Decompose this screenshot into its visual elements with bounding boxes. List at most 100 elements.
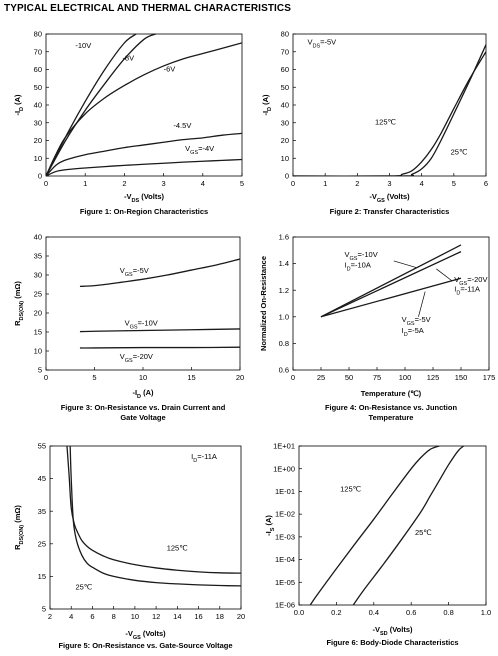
fig6-xtick-label: 0.4 xyxy=(369,608,379,617)
fig3-ytick-label: 5 xyxy=(38,366,42,375)
fig4-ytick-label: 0.8 xyxy=(279,339,289,348)
fig3-series-line-1 xyxy=(79,328,240,333)
fig2-ytick-label: 50 xyxy=(281,83,289,92)
fig3-ytick-label: 35 xyxy=(34,252,42,261)
fig5-y-axis-label: RDS(ON) (mΩ) xyxy=(13,505,25,550)
fig4-pointer-20v xyxy=(436,268,453,282)
fig5-series-line-0 xyxy=(66,446,241,574)
fig2-ytick-label: 70 xyxy=(281,47,289,56)
fig4-pointer-10v xyxy=(393,260,417,268)
fig1-caption: Figure 1: On-Region Characteristics xyxy=(80,207,208,216)
fig5-caption: Figure 5: On-Resistance vs. Gate-Source … xyxy=(58,641,232,650)
fig6-series-line-1 xyxy=(352,446,464,605)
fig6-ytick-label: 1E+00 xyxy=(273,464,295,473)
fig2-xtick-label: 6 xyxy=(484,179,488,188)
fig1-ytick-label: 0 xyxy=(38,172,42,181)
fig5-xtick-label: 16 xyxy=(194,612,202,621)
fig5-xtick-label: 10 xyxy=(131,612,139,621)
fig1-annotation: -8V xyxy=(122,54,134,63)
fig4-series-line-0 xyxy=(320,244,462,318)
fig6-ytick-label: 1E-05 xyxy=(275,578,295,587)
fig5-annotation: 125℃ xyxy=(167,543,189,552)
fig5-xtick-label: 4 xyxy=(69,612,73,621)
fig1-annotation: -10V xyxy=(75,41,91,50)
fig1-ytick-label: 10 xyxy=(34,154,42,163)
fig2-y-axis-label: -ID (A) xyxy=(261,94,273,116)
fig3-x-axis-label: -ID (A) xyxy=(132,388,154,400)
fig1-xtick-label: 4 xyxy=(201,179,205,188)
fig6-xtick-label: 0.8 xyxy=(443,608,453,617)
fig4-ytick-label: 0.6 xyxy=(279,366,289,375)
fig4-pointer-5v xyxy=(418,291,426,317)
fig1-ytick-label: 40 xyxy=(34,101,42,110)
fig2-chart: 0 1 2 3 4 5 601020304050607080VDS=-5V125℃25℃-V… xyxy=(261,30,488,216)
fig2-ytick-label: 40 xyxy=(281,101,289,110)
fig1-plot-frame xyxy=(45,33,243,177)
fig5-series-line-1 xyxy=(69,446,241,587)
fig1-x-axis-label: -VDS (Volts) xyxy=(124,192,165,204)
fig1-ytick-label: 50 xyxy=(34,83,42,92)
fig3-caption-line2: Gate Voltage xyxy=(120,413,165,422)
fig1-xtick-label: 2 xyxy=(122,179,126,188)
fig1-series-line-4 xyxy=(46,158,242,176)
fig2-ytick-label: 0 xyxy=(285,172,289,181)
fig1-annotation: -6V xyxy=(164,64,176,73)
fig4-xtick-label: 150 xyxy=(455,373,468,382)
fig1-xtick-label: 0 xyxy=(44,179,48,188)
fig4-ytick-label: 1.2 xyxy=(279,286,289,295)
fig4-annotation: VGS=-20V xyxy=(454,275,487,287)
fig3-xtick-label: 0 xyxy=(44,373,48,382)
fig5-ytick-label: 25 xyxy=(38,539,46,548)
fig3-xtick-label: 5 xyxy=(92,373,96,382)
fig1-series-line-2 xyxy=(46,42,242,176)
fig6-x-axis-label: -VSD (Volts) xyxy=(373,625,414,637)
fig5-x-axis-label: -VGS (Volts) xyxy=(125,629,166,641)
fig3-ytick-label: 15 xyxy=(34,328,42,337)
fig1-ytick-label: 30 xyxy=(34,118,42,127)
fig6-ytick-label: 1E-06 xyxy=(275,601,295,610)
fig3-series-line-2 xyxy=(79,346,240,349)
fig2-xtick-label: 3 xyxy=(387,179,391,188)
fig1-series-line-3 xyxy=(46,132,242,176)
fig4-xtick-label: 75 xyxy=(373,373,381,382)
fig1-series-line-1 xyxy=(46,34,157,176)
fig4-xtick-label: 50 xyxy=(345,373,353,382)
fig2-series-line-0 xyxy=(293,51,486,176)
fig3-y-axis-label: RDS(ON) (mΩ) xyxy=(13,281,25,326)
fig2-xtick-label: 2 xyxy=(355,179,359,188)
fig2-xtick-label: 4 xyxy=(420,179,424,188)
fig6-ytick-label: 1E-01 xyxy=(275,487,295,496)
fig5-xtick-label: 8 xyxy=(112,612,116,621)
fig1-ytick-label: 20 xyxy=(34,136,42,145)
fig2-annotation: 125℃ xyxy=(375,118,397,127)
fig6-ytick-label: 1E+01 xyxy=(273,442,295,451)
fig3-annotation: VGS=-5V xyxy=(120,266,149,278)
fig4-xtick-label: 0 xyxy=(291,373,295,382)
fig6-series-line-0 xyxy=(309,446,440,605)
fig5-xtick-label: 18 xyxy=(216,612,224,621)
fig6-xtick-label: 1.0 xyxy=(481,608,491,617)
fig4-ytick-label: 1.6 xyxy=(279,233,289,242)
fig2-ytick-label: 80 xyxy=(281,30,289,39)
fig2-xtick-label: 0 xyxy=(291,179,295,188)
fig4-annotation: VGS=-10V xyxy=(345,250,378,262)
fig1-ytick-label: 70 xyxy=(34,47,42,56)
fig6-xtick-label: 0.0 xyxy=(294,608,304,617)
fig5-xtick-label: 20 xyxy=(237,612,245,621)
fig5-xtick-label: 2 xyxy=(48,612,52,621)
fig3-ytick-label: 10 xyxy=(34,347,42,356)
fig1-xtick-label: 5 xyxy=(240,179,244,188)
fig6-y-axis-label: -IS (A) xyxy=(264,515,276,536)
fig1-ytick-label: 60 xyxy=(34,65,42,74)
fig3-annotation: VGS=-10V xyxy=(125,319,158,331)
fig5-ytick-label: 15 xyxy=(38,572,46,581)
fig6-xtick-label: 0.6 xyxy=(406,608,416,617)
fig3-xtick-label: 10 xyxy=(139,373,147,382)
fig4-annotation: ID=-11A xyxy=(454,285,480,297)
fig2-xtick-label: 5 xyxy=(452,179,456,188)
fig2-ytick-label: 60 xyxy=(281,65,289,74)
fig5-xtick-label: 14 xyxy=(173,612,181,621)
fig3-annotation: VGS=-20V xyxy=(120,352,153,364)
fig1-ytick-label: 80 xyxy=(34,30,42,39)
